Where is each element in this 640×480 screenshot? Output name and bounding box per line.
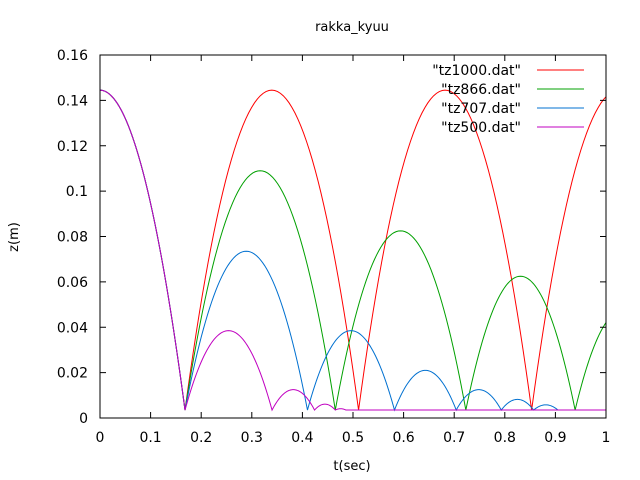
series-line-0 xyxy=(100,89,606,411)
y-tick-label: 0.06 xyxy=(57,275,88,291)
x-tick-label: 0.3 xyxy=(241,430,263,446)
y-tick-label: 0.14 xyxy=(57,93,88,109)
x-tick-label: 0.2 xyxy=(190,430,212,446)
y-tick-label: 0.1 xyxy=(66,184,88,200)
series-line-2 xyxy=(100,89,606,412)
x-tick-label: 0.5 xyxy=(342,430,364,446)
chart-title: rakka_kyuu xyxy=(315,20,389,35)
x-tick-label: 0.1 xyxy=(139,430,161,446)
x-axis-title: t(sec) xyxy=(333,459,370,474)
ticks-layer: 0 0.1 0.2 0.3 0.4 0.5 0.6 0.7 0.8 0.9 1 0 0.02 0.04 0.… xyxy=(57,48,611,446)
y-tick-label: 0.16 xyxy=(57,48,88,64)
y-tick-label: 0.04 xyxy=(57,320,88,336)
x-tick-label: 0.9 xyxy=(544,430,566,446)
legend-label: "tz707.dat" xyxy=(441,101,521,117)
y-tick-label: 0.12 xyxy=(57,139,88,155)
legend: "tz1000.dat" "tz866.dat" "tz707.dat" "tz500… xyxy=(432,63,584,136)
x-tick-label: 1 xyxy=(602,430,611,446)
x-tick-label: 0 xyxy=(96,430,105,446)
legend-label: "tz500.dat" xyxy=(441,120,521,136)
series-layer xyxy=(100,89,606,412)
y-tick-label: 0.08 xyxy=(57,230,88,246)
x-tick-label: 0.6 xyxy=(392,430,414,446)
legend-label: "tz1000.dat" xyxy=(432,63,521,79)
legend-label: "tz866.dat" xyxy=(441,82,521,98)
x-tick-label: 0.8 xyxy=(494,430,516,446)
y-tick-label: 0.02 xyxy=(57,366,88,382)
series-line-1 xyxy=(100,89,606,411)
x-tick-label: 0.4 xyxy=(291,430,313,446)
plot-frame xyxy=(99,54,607,419)
y-axis-title: z(m) xyxy=(7,222,22,252)
x-tick-label: 0.7 xyxy=(443,430,465,446)
series-line-3 xyxy=(100,89,606,412)
y-tick-label: 0 xyxy=(79,411,88,427)
